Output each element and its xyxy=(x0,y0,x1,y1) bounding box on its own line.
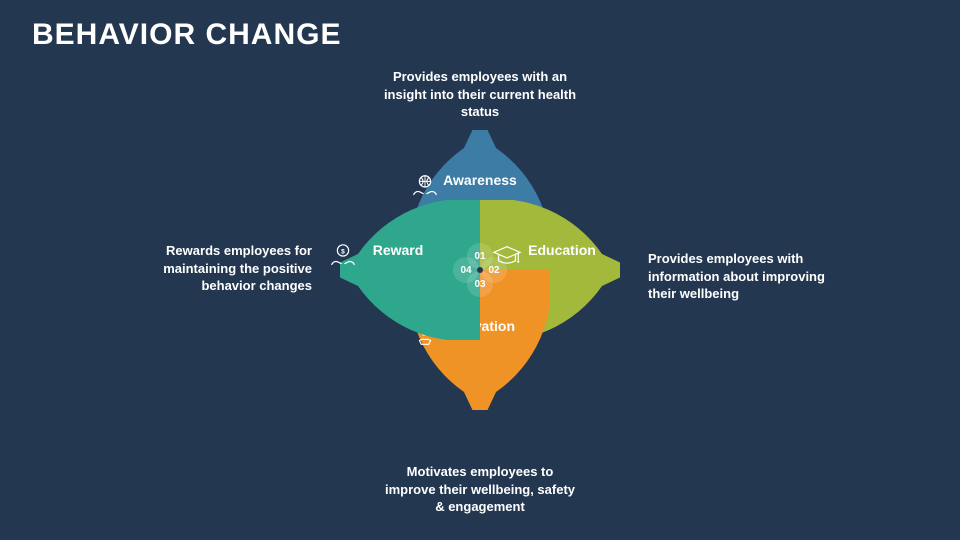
quadrant-right-label: Education xyxy=(528,242,596,258)
center-dot xyxy=(477,267,483,273)
number-badge-04: 04 xyxy=(453,257,479,283)
quadrant-diagram: Awareness Education xyxy=(340,130,620,410)
quadrant-top-label: Awareness xyxy=(443,172,517,188)
globe-hands-icon xyxy=(410,172,440,202)
description-top: Provides employees with an insight into … xyxy=(383,68,578,121)
svg-text:$: $ xyxy=(341,248,345,255)
description-bottom: Motivates employees to improve their wel… xyxy=(383,463,578,516)
coin-hands-icon: $ xyxy=(328,242,358,272)
description-left: Rewards employees for maintaining the po… xyxy=(117,242,312,295)
page-title: BEHAVIOR CHANGE xyxy=(32,18,341,52)
quadrant-left-label: Reward xyxy=(373,242,424,258)
description-right: Provides employees with information abou… xyxy=(648,250,843,303)
